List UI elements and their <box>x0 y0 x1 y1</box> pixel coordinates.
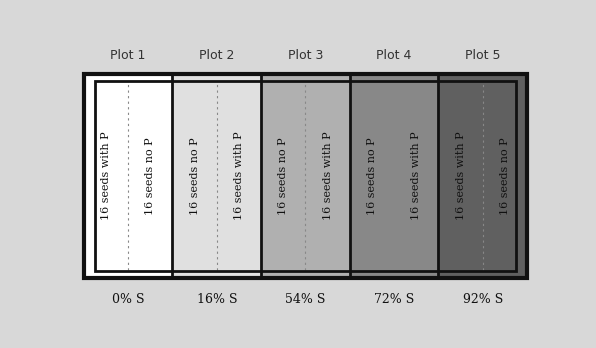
Bar <box>83 74 527 278</box>
Text: 16 seeds no P: 16 seeds no P <box>145 137 155 215</box>
Bar <box>95 81 516 271</box>
Bar <box>83 74 172 278</box>
Text: Plot 2: Plot 2 <box>199 49 234 62</box>
Point <box>169 72 176 76</box>
Point <box>302 267 309 271</box>
Text: 16 seeds no P: 16 seeds no P <box>190 137 200 215</box>
Text: 92% S: 92% S <box>462 293 503 306</box>
Point <box>125 267 132 271</box>
Text: 16 seeds no P: 16 seeds no P <box>278 137 288 215</box>
Text: 16% S: 16% S <box>197 293 237 306</box>
Point <box>213 80 221 84</box>
Text: Plot 3: Plot 3 <box>288 49 323 62</box>
Point <box>257 72 265 76</box>
Text: 54% S: 54% S <box>285 293 325 306</box>
Point <box>435 72 442 76</box>
Point <box>390 80 398 84</box>
Point <box>169 276 176 280</box>
Text: 72% S: 72% S <box>374 293 414 306</box>
Text: 16 seeds with P: 16 seeds with P <box>101 132 111 220</box>
Text: 16 seeds with P: 16 seeds with P <box>411 132 421 220</box>
Bar <box>172 74 261 278</box>
Text: 16 seeds no P: 16 seeds no P <box>500 137 510 215</box>
Point <box>390 267 398 271</box>
Text: 16 seeds with P: 16 seeds with P <box>234 132 244 220</box>
Point <box>346 72 353 76</box>
Point <box>479 267 486 271</box>
Text: Plot 5: Plot 5 <box>465 49 501 62</box>
Bar <box>439 74 527 278</box>
Text: Plot 4: Plot 4 <box>377 49 412 62</box>
Point <box>302 80 309 84</box>
Bar <box>350 74 439 278</box>
Text: 0% S: 0% S <box>112 293 144 306</box>
Point <box>346 276 353 280</box>
Point <box>213 267 221 271</box>
Bar <box>261 74 350 278</box>
Text: 16 seeds with P: 16 seeds with P <box>322 132 333 220</box>
Text: Plot 1: Plot 1 <box>110 49 146 62</box>
Point <box>479 80 486 84</box>
Point <box>125 80 132 84</box>
Point <box>435 276 442 280</box>
Point <box>257 276 265 280</box>
Text: 16 seeds no P: 16 seeds no P <box>367 137 377 215</box>
Text: 16 seeds with P: 16 seeds with P <box>456 132 465 220</box>
